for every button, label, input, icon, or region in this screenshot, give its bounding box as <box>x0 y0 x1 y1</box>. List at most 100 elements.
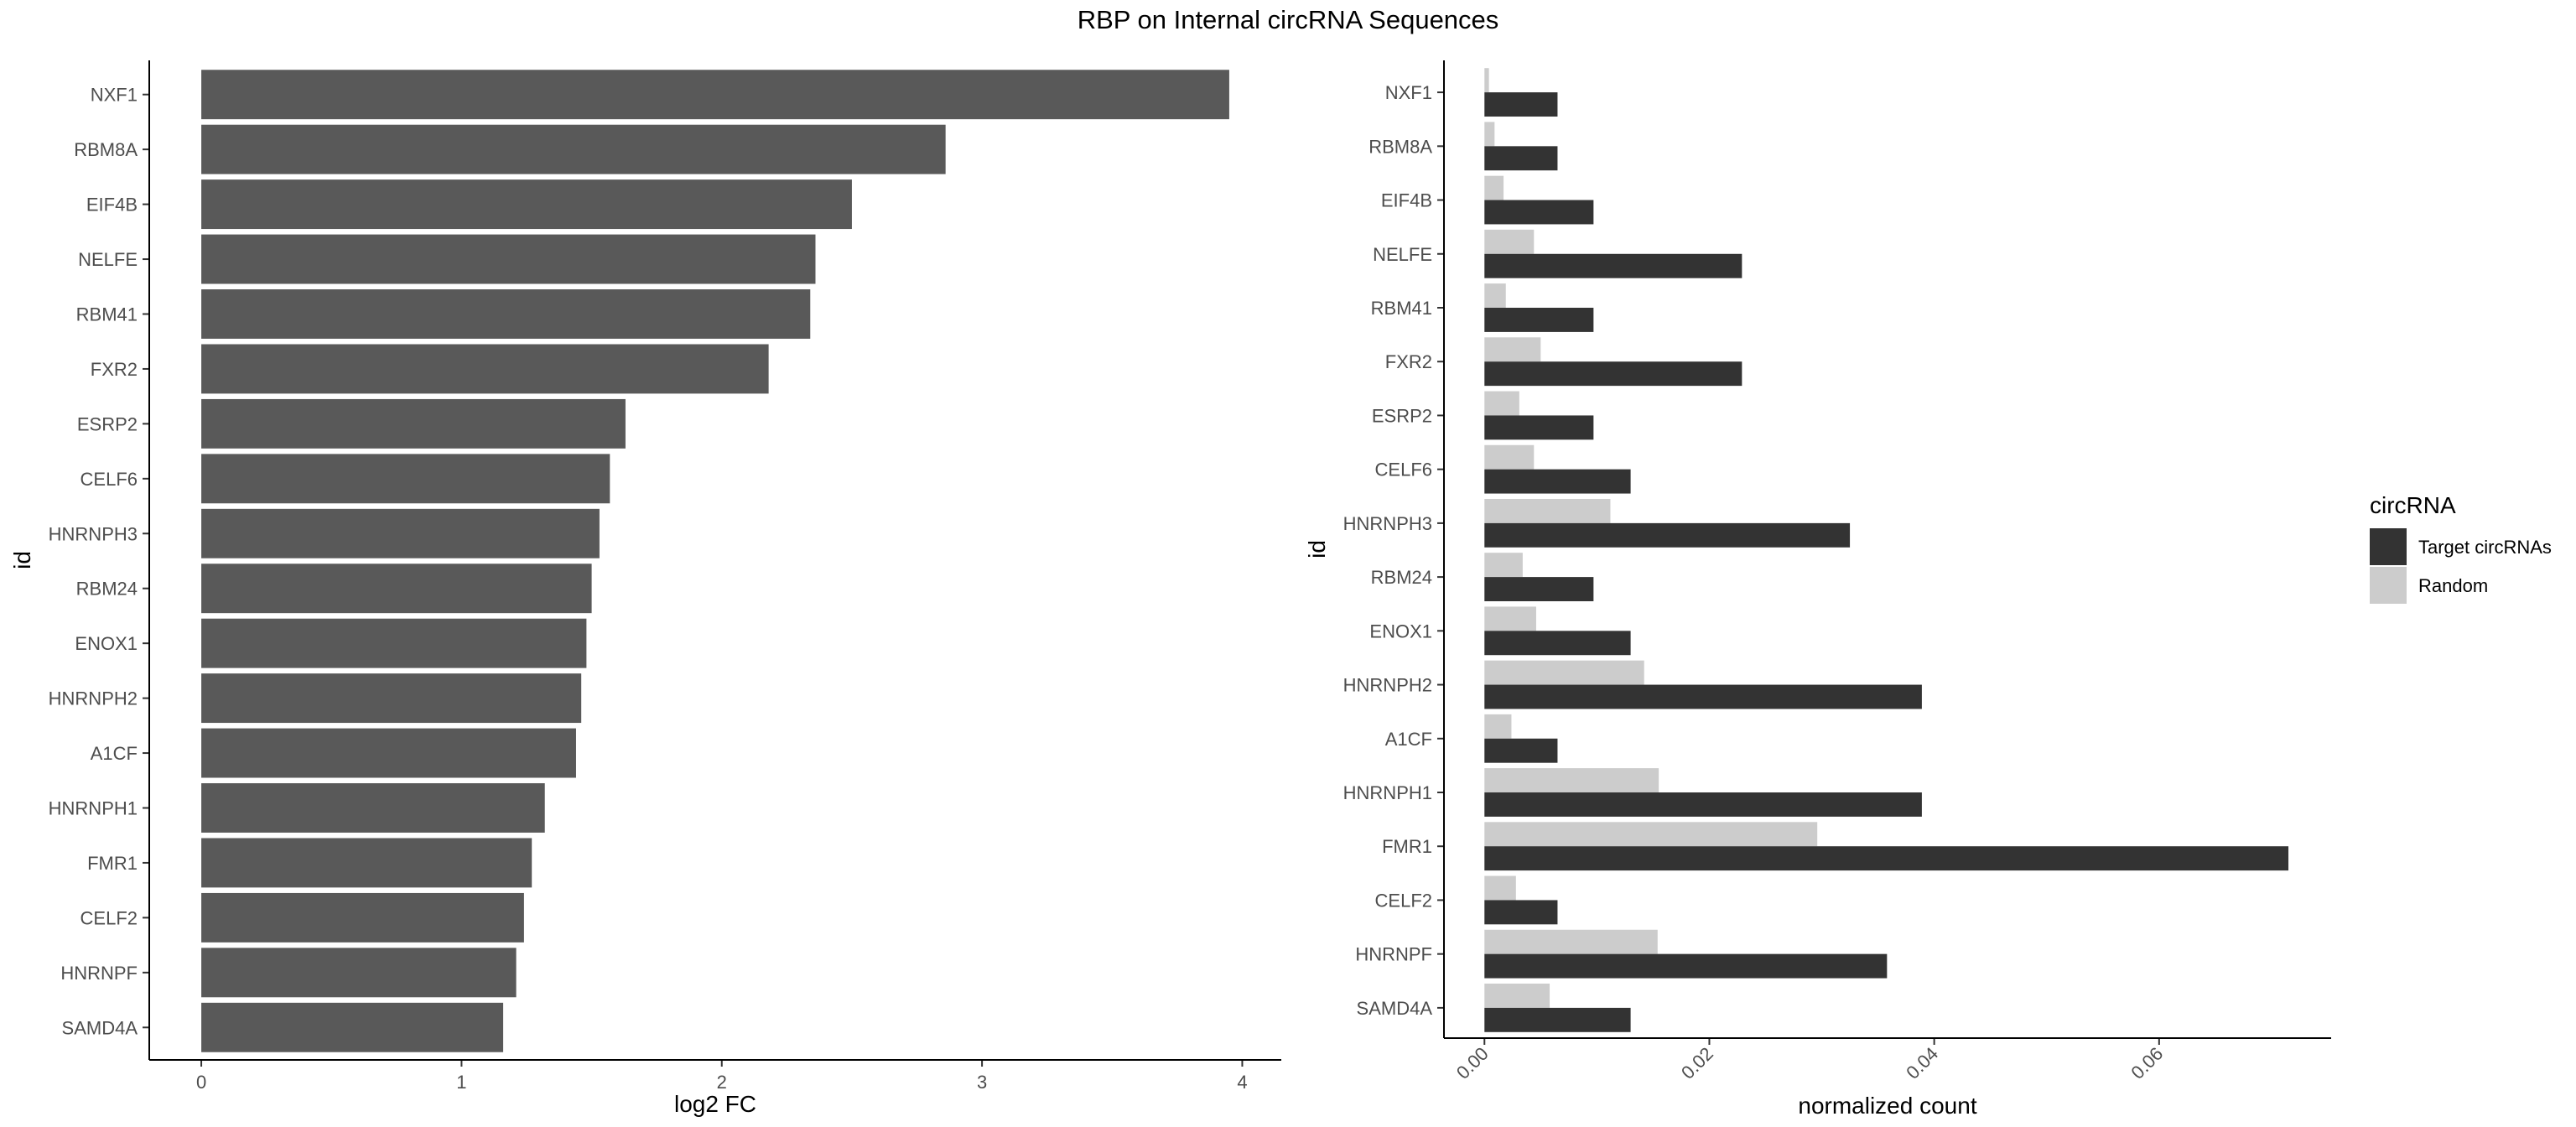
right-x-ticks: 0.00 0.02 0.04 0.06 <box>1452 1038 2167 1083</box>
bar-target-celf2 <box>1484 900 1558 925</box>
y-tick-label-nelfe: NELFE <box>78 249 138 270</box>
bar-target-nxf1 <box>1484 92 1558 117</box>
bar-random-fmr1 <box>1484 822 1818 847</box>
y-tick-label-hnrnph1: HNRNPH1 <box>49 798 138 819</box>
bar-target-hnrnph2 <box>1484 684 1922 709</box>
y-tick-label-celf2: CELF2 <box>80 907 138 928</box>
y-tick-label-samd4a: SAMD4A <box>62 1017 138 1038</box>
y-tick-label-esrp2: ESRP2 <box>1372 405 1432 426</box>
bar-target-rbm8a <box>1484 146 1558 171</box>
bar-nelfe <box>201 234 816 284</box>
y-tick-label-rbm24: RBM24 <box>1371 567 1432 588</box>
bar-random-esrp2 <box>1484 391 1519 416</box>
bar-target-fxr2 <box>1484 361 1742 387</box>
bar-hnrnpf <box>201 948 517 998</box>
legend-label-target-circrnas: Target circRNAs <box>2418 537 2552 558</box>
bar-hnrnph3 <box>201 508 600 558</box>
bar-target-samd4a <box>1484 1007 1631 1032</box>
bar-rbm41 <box>201 289 811 339</box>
bar-random-nelfe <box>1484 229 1535 254</box>
left-x-axis-title: log2 FC <box>674 1091 756 1117</box>
bar-random-nxf1 <box>1484 68 1489 93</box>
y-tick-label-eif4b: EIF4B <box>86 195 138 216</box>
bar-target-fmr1 <box>1484 846 2289 871</box>
bar-hnrnph2 <box>201 673 582 724</box>
bar-random-rbm24 <box>1484 553 1523 578</box>
bar-target-enox1 <box>1484 631 1631 656</box>
y-tick-label-fxr2: FXR2 <box>1385 351 1432 372</box>
y-tick-label-hnrnph3: HNRNPH3 <box>49 523 138 544</box>
legend-label-random: Random <box>2418 575 2488 596</box>
y-tick-label-hnrnph3: HNRNPH3 <box>1343 513 1432 534</box>
right-bars <box>1484 68 2289 1032</box>
y-tick-label-nxf1: NXF1 <box>91 85 138 106</box>
y-tick-label-hnrnpf: HNRNPF <box>60 963 138 984</box>
bar-random-rbm41 <box>1484 283 1506 308</box>
legend: circRNA Target circRNAs Random <box>2370 492 2552 604</box>
y-tick-label-rbm41: RBM41 <box>1371 298 1432 319</box>
y-tick-label-enox1: ENOX1 <box>75 633 138 654</box>
x-tick-label-2: 2 <box>717 1072 727 1093</box>
y-tick-label-rbm41: RBM41 <box>76 304 138 325</box>
y-tick-label-fmr1: FMR1 <box>87 853 138 874</box>
right-x-axis-title: normalized count <box>1798 1093 1976 1119</box>
bar-target-hnrnph3 <box>1484 522 1851 548</box>
y-tick-label-rbm8a: RBM8A <box>1368 136 1432 157</box>
bar-target-a1cf <box>1484 738 1558 763</box>
bar-random-enox1 <box>1484 606 1536 631</box>
bar-enox1 <box>201 618 587 668</box>
y-tick-label-a1cf: A1CF <box>1385 729 1432 750</box>
y-tick-label-celf6: CELF6 <box>80 469 138 490</box>
left-panel: NXF1 RBM8A EIF4B NELFE RBM41 FXR2 ESRP2 CELF6 HN… <box>9 60 1281 1117</box>
x-tick-label-2: 0.04 <box>1902 1043 1942 1083</box>
bar-esrp2 <box>201 398 626 449</box>
bar-target-rbm24 <box>1484 577 1594 602</box>
legend-title: circRNA <box>2370 492 2456 518</box>
bar-celf6 <box>201 454 610 504</box>
x-tick-label-1: 1 <box>456 1072 466 1093</box>
legend-swatch-random <box>2370 567 2407 604</box>
bar-random-hnrnph3 <box>1484 498 1611 523</box>
bar-random-hnrnph2 <box>1484 660 1644 685</box>
y-tick-label-a1cf: A1CF <box>91 743 138 764</box>
bar-a1cf <box>201 728 576 778</box>
figure-title: RBP on Internal circRNA Sequences <box>1078 5 1499 34</box>
bar-random-hnrnph1 <box>1484 768 1659 792</box>
bar-target-hnrnph1 <box>1484 792 1922 817</box>
bar-target-esrp2 <box>1484 415 1594 440</box>
left-y-ticks: NXF1 RBM8A EIF4B NELFE RBM41 FXR2 ESRP2 CELF6 HN… <box>49 85 149 1038</box>
bar-random-eif4b <box>1484 175 1504 200</box>
x-tick-label-0: 0.00 <box>1452 1043 1493 1083</box>
y-tick-label-enox1: ENOX1 <box>1369 621 1432 641</box>
bar-hnrnph1 <box>201 783 545 833</box>
bar-target-hnrnpf <box>1484 953 1888 979</box>
bar-random-a1cf <box>1484 714 1512 739</box>
right-panel: NXF1 RBM8A EIF4B NELFE RBM41 FXR2 ESRP2 CELF6 HN… <box>1304 60 2331 1119</box>
bar-eif4b <box>201 179 852 230</box>
bar-target-celf6 <box>1484 469 1631 494</box>
y-tick-label-hnrnph2: HNRNPH2 <box>1343 675 1432 696</box>
x-tick-label-1: 0.02 <box>1677 1043 1717 1083</box>
y-tick-label-nxf1: NXF1 <box>1385 82 1432 103</box>
y-tick-label-nelfe: NELFE <box>1373 244 1432 265</box>
bar-random-celf2 <box>1484 875 1516 901</box>
y-tick-label-rbm24: RBM24 <box>76 579 138 600</box>
x-tick-label-3: 3 <box>977 1072 987 1093</box>
y-tick-label-celf6: CELF6 <box>1375 460 1432 480</box>
bar-target-nelfe <box>1484 253 1742 278</box>
left-x-ticks: 0 1 2 3 4 <box>196 1060 1248 1093</box>
bar-random-fxr2 <box>1484 337 1541 362</box>
right-y-ticks: NXF1 RBM8A EIF4B NELFE RBM41 FXR2 ESRP2 CELF6 HN… <box>1343 82 1444 1019</box>
y-tick-label-rbm8a: RBM8A <box>74 139 138 160</box>
bar-rbm24 <box>201 564 592 614</box>
bar-random-samd4a <box>1484 983 1550 1008</box>
bar-nxf1 <box>201 70 1229 120</box>
x-tick-label-4: 4 <box>1237 1072 1247 1093</box>
y-tick-label-fxr2: FXR2 <box>91 359 138 380</box>
y-tick-label-hnrnph2: HNRNPH2 <box>49 688 138 709</box>
bar-random-hnrnpf <box>1484 929 1658 954</box>
y-tick-label-eif4b: EIF4B <box>1381 190 1432 211</box>
y-tick-label-samd4a: SAMD4A <box>1357 998 1433 1019</box>
bar-random-celf6 <box>1484 444 1535 470</box>
